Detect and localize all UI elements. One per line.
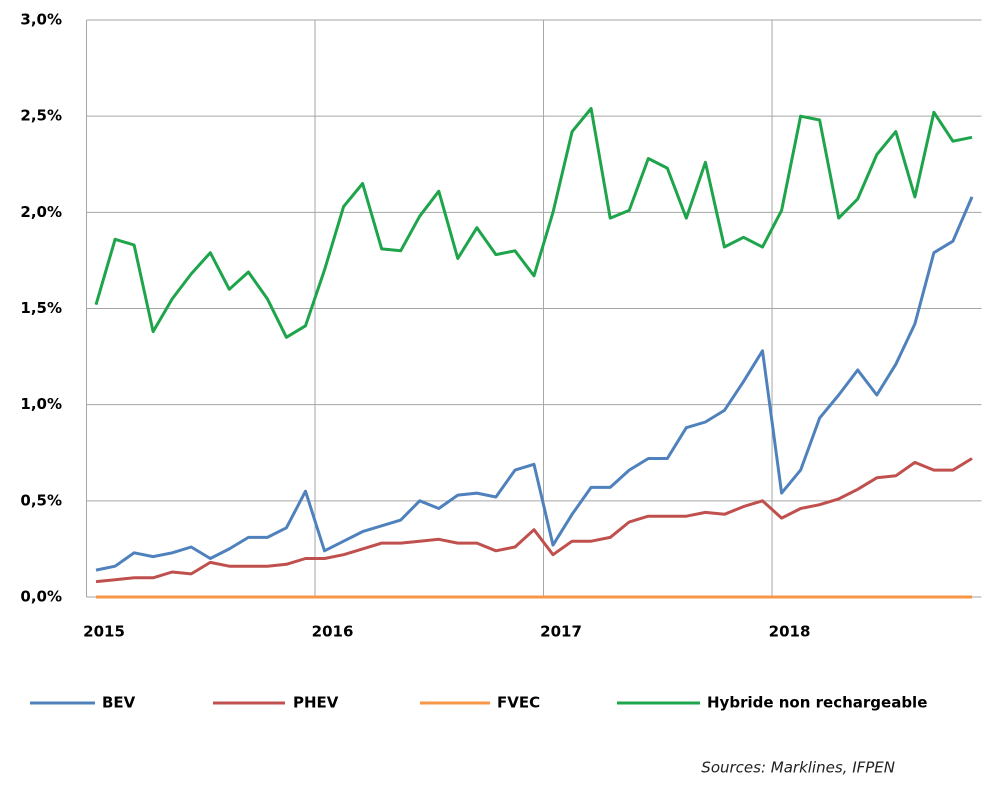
x-tick-label: 2015 (83, 623, 125, 641)
source-note: Sources: Marklines, IFPEN (701, 759, 895, 777)
series-line (95, 196, 974, 572)
y-tick-label: 1,0% (20, 395, 62, 413)
series-line (94, 107, 973, 339)
x-tick-label: 2018 (769, 623, 811, 641)
legend-label: Hybride non rechargeable (707, 694, 927, 712)
y-tick-label: 0,0% (20, 588, 62, 606)
y-tick-label: 2,5% (20, 107, 62, 125)
legend-label: PHEV (293, 694, 339, 712)
x-tick-label: 2017 (540, 623, 582, 641)
y-tick-label: 1,5% (20, 299, 62, 317)
y-tick-label: 0,5% (20, 491, 62, 509)
legend-label: FVEC (497, 694, 540, 712)
y-tick-label: 2,0% (20, 203, 62, 221)
y-tick-label: 3,0% (20, 11, 62, 29)
legend-label: BEV (102, 694, 136, 712)
x-tick-label: 2016 (312, 623, 354, 641)
series-line (95, 457, 973, 584)
